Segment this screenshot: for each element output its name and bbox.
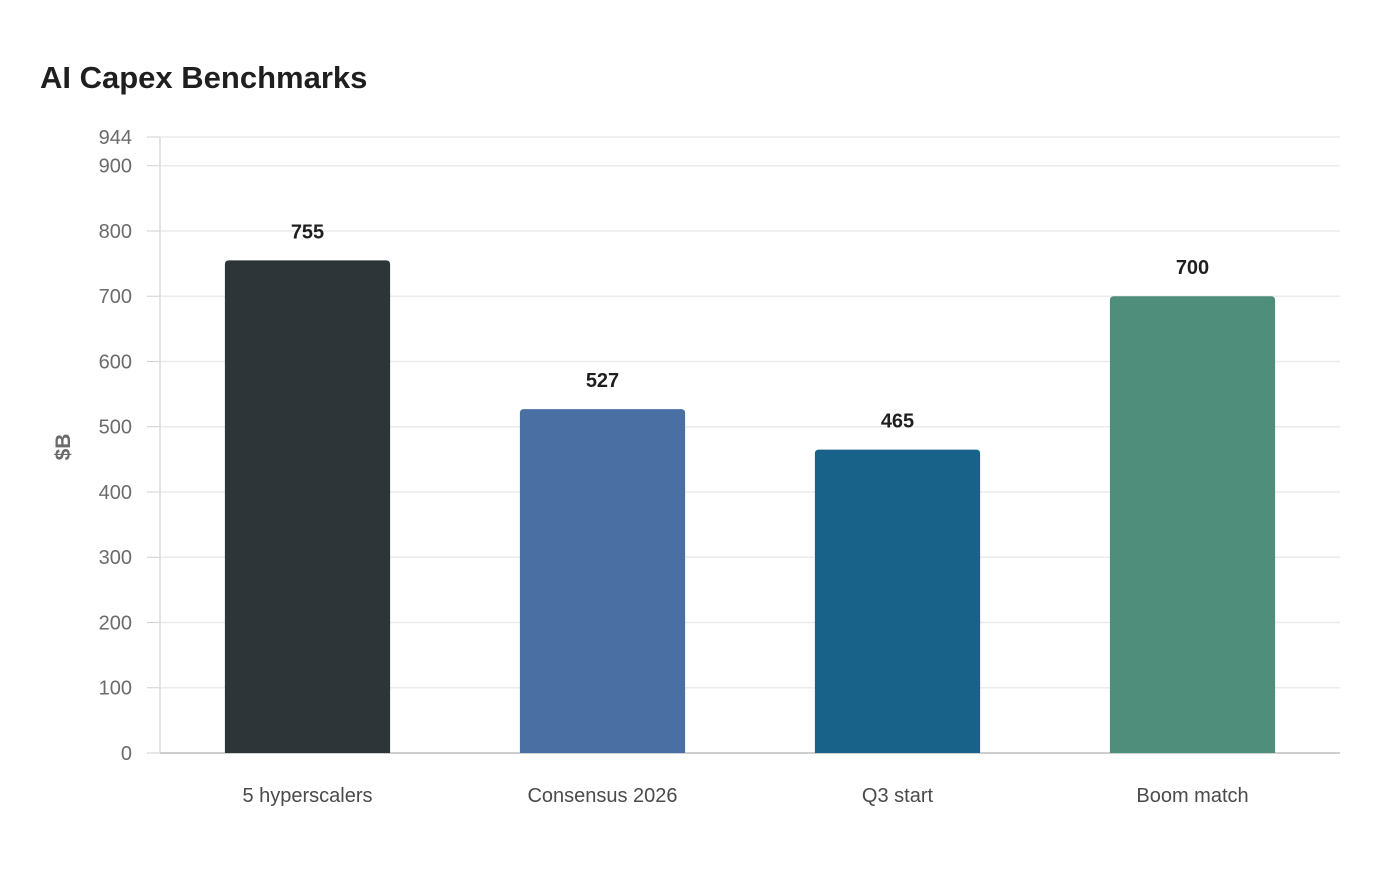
bar-q3-start bbox=[814, 449, 981, 753]
data-label: 755 bbox=[291, 221, 324, 243]
y-tick-label: 900 bbox=[99, 156, 132, 178]
bars bbox=[224, 260, 1276, 753]
y-axis-title: $B bbox=[52, 434, 75, 461]
y-tick-label: 800 bbox=[99, 221, 132, 243]
bar-boom-match bbox=[1109, 296, 1276, 753]
y-tick-label: 300 bbox=[99, 547, 132, 569]
x-category-label: 5 hyperscalers bbox=[242, 785, 372, 807]
data-label: 527 bbox=[586, 370, 619, 392]
y-tick-label: 200 bbox=[99, 612, 132, 634]
bar-5-hyperscalers bbox=[224, 260, 391, 753]
x-category-label: Q3 start bbox=[862, 785, 934, 807]
data-label: 465 bbox=[881, 411, 914, 433]
y-tick-label: 700 bbox=[99, 286, 132, 308]
y-tick-label: 400 bbox=[99, 482, 132, 504]
labels: 0 100 200 300 400 500 600 700 800 900 944 755 5 hype… bbox=[99, 127, 1249, 807]
data-label: 700 bbox=[1176, 257, 1209, 279]
y-tick-label: 0 bbox=[121, 743, 132, 765]
bar-consensus-2026 bbox=[519, 409, 686, 753]
y-tick-label: 600 bbox=[99, 351, 132, 373]
x-category-label: Boom match bbox=[1136, 785, 1248, 807]
y-tick-label: 944 bbox=[99, 127, 132, 149]
y-tick-label: 100 bbox=[99, 678, 132, 700]
chart-title: AI Capex Benchmarks bbox=[40, 60, 368, 95]
x-category-label: Consensus 2026 bbox=[527, 785, 677, 807]
y-tick-label: 500 bbox=[99, 417, 132, 439]
